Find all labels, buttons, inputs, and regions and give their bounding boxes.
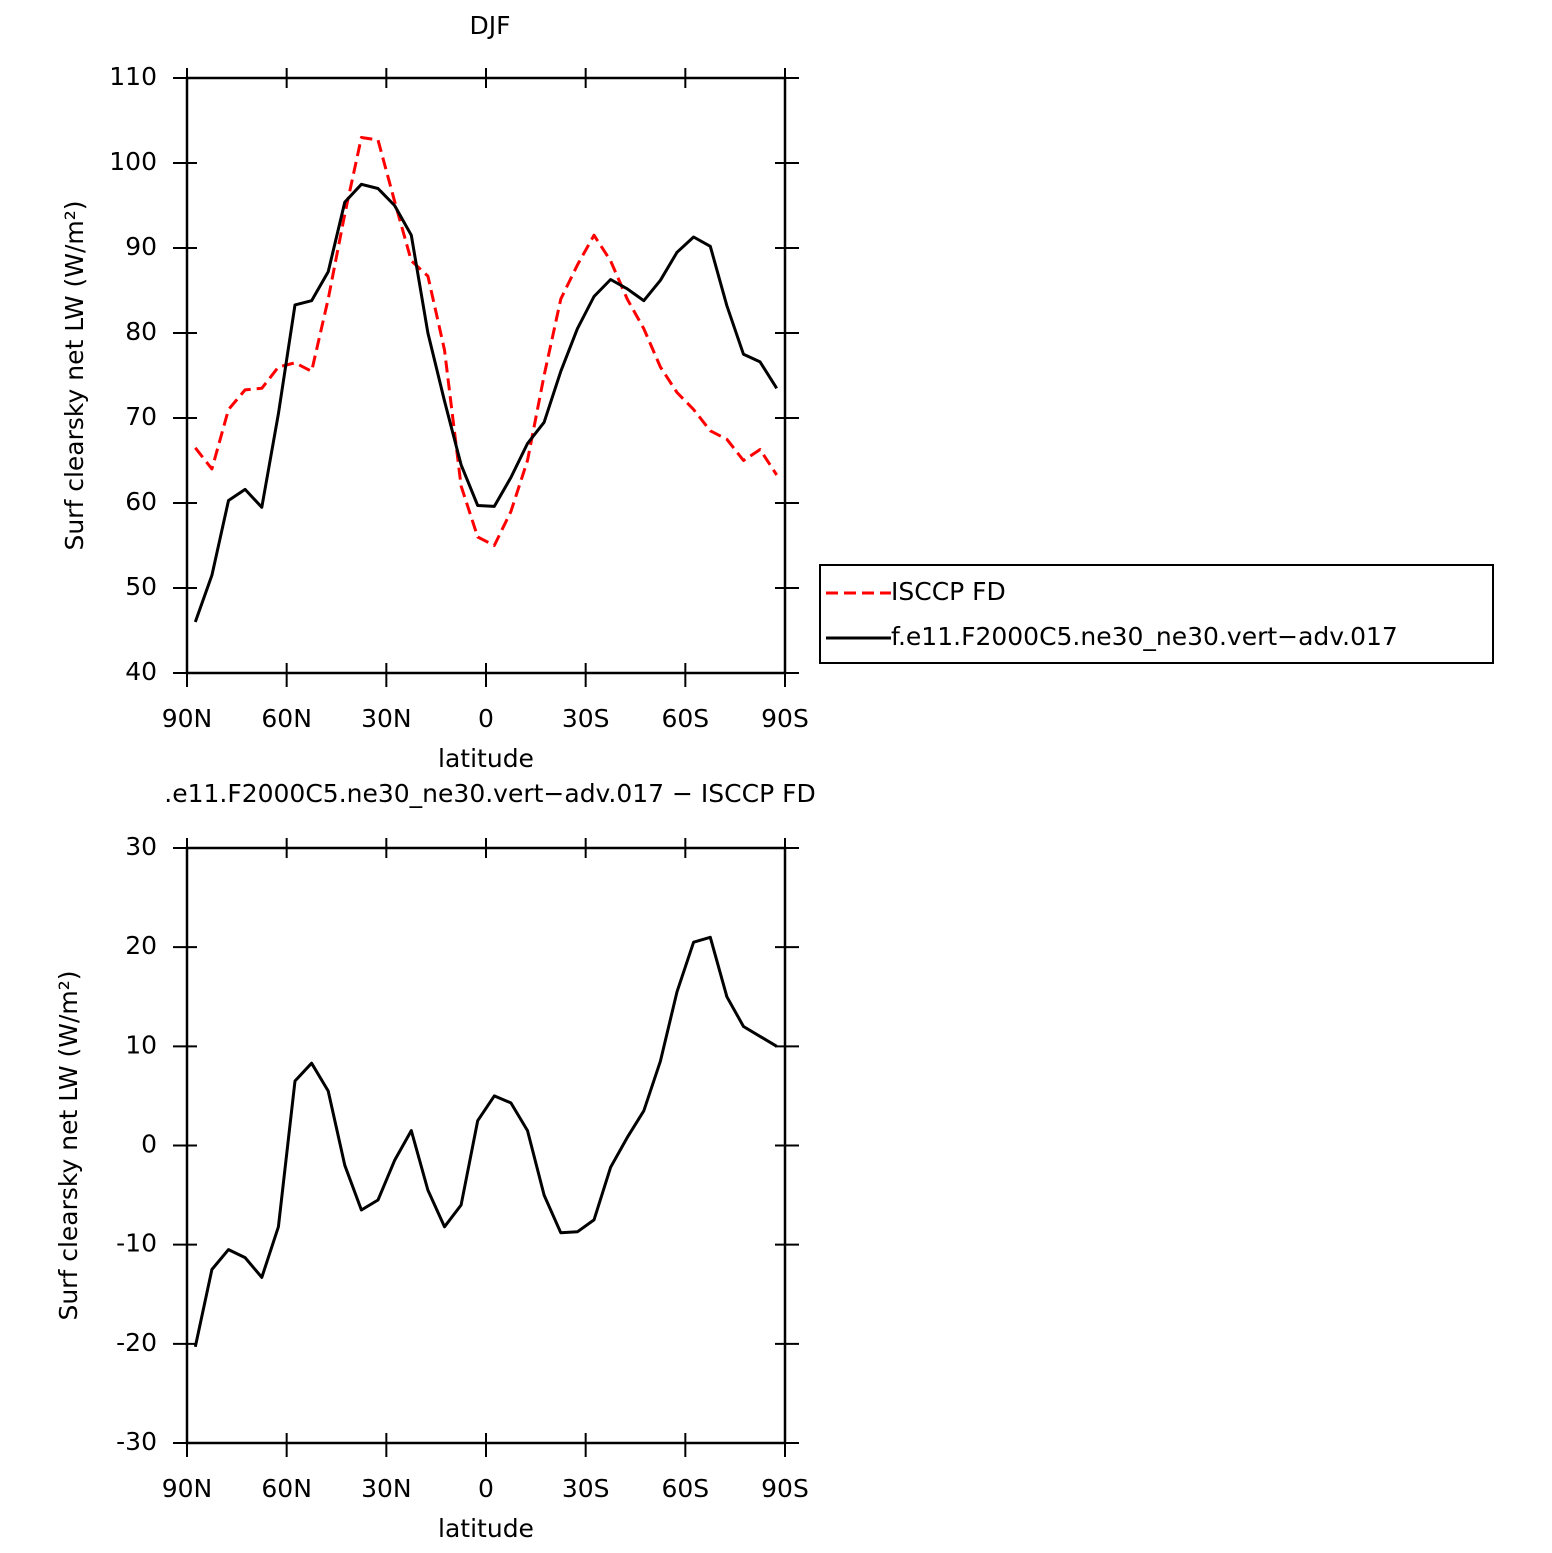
y-tick-label: 60	[125, 487, 157, 516]
x-tick-label: 30S	[562, 704, 610, 733]
x-tick-label: 90S	[761, 704, 809, 733]
chart-title: DJF	[469, 11, 510, 40]
x-tick-label: 60S	[661, 704, 709, 733]
x-tick-label: 90S	[761, 1474, 809, 1503]
y-tick-label: 100	[109, 147, 157, 176]
y-tick-label: 20	[125, 931, 157, 960]
data-line	[193, 935, 778, 1348]
y-tick-label: 30	[125, 832, 157, 861]
x-tick-label: 0	[478, 1474, 494, 1503]
plot-frame	[185, 846, 787, 1445]
x-tick-label: 90N	[162, 1474, 213, 1503]
y-tick-label: -10	[116, 1229, 157, 1258]
x-axis-label: latitude	[438, 744, 534, 773]
y-tick-label: 10	[125, 1030, 157, 1059]
x-tick-label: 30N	[361, 1474, 412, 1503]
x-tick-label: 30N	[361, 704, 412, 733]
y-tick-label: 40	[125, 657, 157, 686]
y-tick-label: 80	[125, 317, 157, 346]
x-axis-label: latitude	[438, 1514, 534, 1543]
plot-frame	[185, 76, 787, 675]
y-axis-label: Surf clearsky net LW (W/m²)	[54, 970, 83, 1320]
y-tick-label: 90	[125, 232, 157, 261]
y-axis-label: Surf clearsky net LW (W/m²)	[60, 200, 89, 550]
x-tick-label: 60N	[261, 704, 312, 733]
x-tick-label: 30S	[562, 1474, 610, 1503]
y-tick-label: 0	[141, 1130, 157, 1159]
y-tick-label: 50	[125, 572, 157, 601]
x-tick-label: 60N	[261, 1474, 312, 1503]
data-line	[194, 136, 778, 547]
x-tick-label: 90N	[162, 704, 213, 733]
legend-label: f.e11.F2000C5.ne30_ne30.vert−adv.017	[891, 622, 1398, 651]
y-tick-label: 110	[109, 62, 157, 91]
x-tick-label: 60S	[661, 1474, 709, 1503]
y-tick-label: -20	[116, 1328, 157, 1357]
x-tick-label: 0	[478, 704, 494, 733]
legend-label: ISCCP FD	[891, 577, 1006, 606]
y-tick-label: -30	[116, 1427, 157, 1456]
chart-title: .e11.F2000C5.ne30_ne30.vert−adv.017 − IS…	[164, 779, 815, 808]
y-tick-label: 70	[125, 402, 157, 431]
legend-box	[819, 564, 1494, 664]
data-line	[193, 182, 778, 623]
